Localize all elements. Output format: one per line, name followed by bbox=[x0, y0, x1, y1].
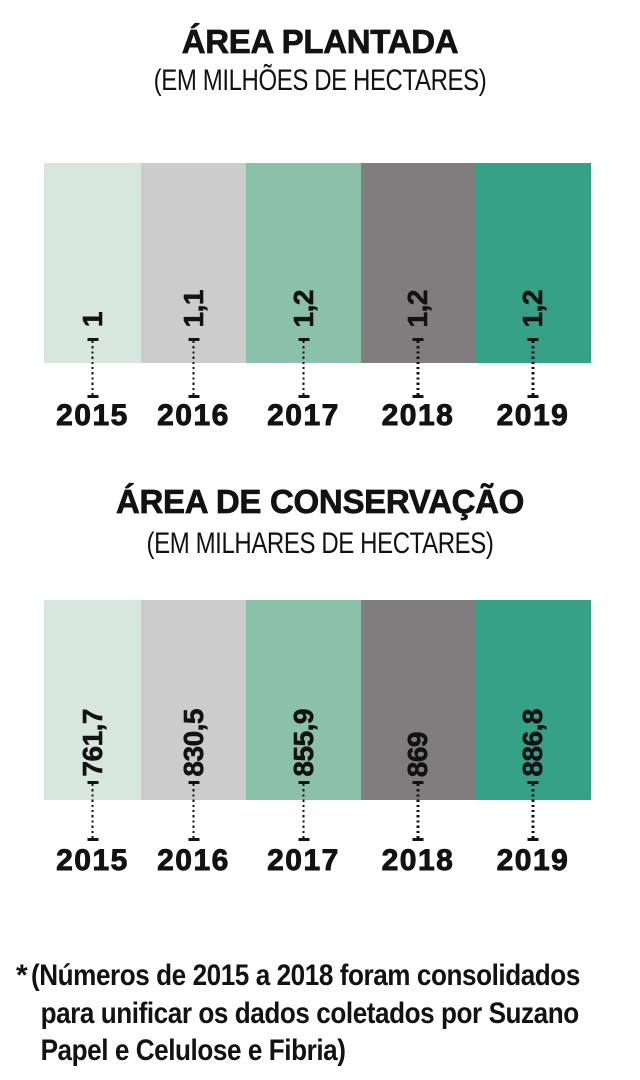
dotted-line bbox=[416, 784, 420, 838]
year-label: 2018 bbox=[381, 844, 455, 877]
year-label: 2016 bbox=[157, 399, 230, 432]
chart-subtitle: (EM MILHARES DE HECTARES) bbox=[146, 527, 494, 560]
bar-value-label: 1,2 bbox=[287, 289, 319, 327]
dotted-connector bbox=[188, 338, 199, 398]
chart-title: ÁREA DE CONSERVAÇÃO bbox=[115, 483, 525, 520]
dotted-connector bbox=[298, 781, 309, 841]
year-label: 2017 bbox=[267, 844, 340, 877]
year-label: 2016 bbox=[157, 844, 230, 877]
dotted-connector bbox=[188, 781, 199, 841]
bar-value-label: 886,8 bbox=[517, 709, 549, 777]
year-label: 2019 bbox=[496, 399, 570, 432]
dotted-connector bbox=[298, 338, 309, 398]
bar-band-2016: 830,5 bbox=[141, 600, 246, 841]
chart-title: ÁREA PLANTADA bbox=[181, 23, 459, 60]
dotted-line bbox=[416, 341, 420, 395]
footnote-text-line: (Números de 2015 a 2018 foram consolidad… bbox=[31, 959, 580, 992]
year-label: 2015 bbox=[56, 399, 129, 432]
bar-value-label: 761,7 bbox=[76, 709, 108, 777]
bar-value-label: 1,2 bbox=[517, 289, 549, 327]
footnote-text: (Números de 2015 a 2018 foram consolidad… bbox=[31, 957, 580, 1070]
asterisk-marker: * bbox=[16, 959, 28, 992]
footnote: * (Números de 2015 a 2018 foram consolid… bbox=[16, 957, 640, 1070]
bar-band-2016: 1,1 bbox=[141, 163, 246, 398]
dotted-connector bbox=[87, 781, 98, 841]
dotted-connector bbox=[412, 781, 424, 841]
bar-band-2019: 886,8 bbox=[475, 600, 591, 841]
bar-band-2017: 855,9 bbox=[246, 600, 361, 841]
year-label: 2017 bbox=[267, 399, 340, 432]
bar-band-2018: 1,2 bbox=[361, 163, 475, 398]
dotted-line bbox=[192, 784, 195, 838]
bar-band-2019: 1,2 bbox=[475, 163, 591, 398]
bar-value-label: 830,5 bbox=[177, 709, 209, 777]
bar-band-2015: 1 bbox=[44, 163, 141, 398]
chart-subtitle: (EM MILHÕES DE HECTARES) bbox=[153, 64, 487, 97]
bar-band-2017: 1,2 bbox=[246, 163, 361, 398]
year-axis: 2015 2016 2017 2018 2019 bbox=[44, 399, 591, 432]
dotted-connector bbox=[527, 338, 539, 398]
dotted-line bbox=[302, 784, 305, 838]
dotted-line bbox=[302, 341, 305, 395]
footnote-text-line: Papel e Celulose e Fibria) bbox=[40, 1034, 346, 1067]
bar-value-label: 1,2 bbox=[402, 289, 434, 327]
dotted-line bbox=[531, 341, 535, 395]
year-axis: 2015 2016 2017 2018 2019 bbox=[44, 844, 591, 877]
dotted-connector bbox=[412, 338, 424, 398]
dotted-connector bbox=[87, 338, 98, 398]
bar-band-row: 761,7 830,5 855,9 869 886,8 bbox=[44, 600, 591, 841]
dotted-line bbox=[91, 341, 94, 395]
dotted-line bbox=[531, 784, 535, 838]
bar-value-label: 869 bbox=[402, 731, 434, 777]
footnote-text-line: para unificar os dados coletados por Suz… bbox=[40, 996, 580, 1030]
bar-band-2015: 761,7 bbox=[44, 600, 141, 841]
bar-value-label: 1 bbox=[76, 311, 108, 328]
year-label: 2018 bbox=[381, 399, 455, 432]
dotted-line bbox=[91, 784, 94, 838]
dotted-connector bbox=[527, 781, 539, 841]
bar-band-row: 1 1,1 1,2 1,2 1,2 bbox=[44, 163, 591, 398]
dotted-line bbox=[192, 341, 195, 395]
year-label: 2015 bbox=[56, 844, 129, 877]
bar-band-2018: 869 bbox=[361, 600, 475, 841]
year-label: 2019 bbox=[496, 844, 570, 877]
bar-value-label: 1,1 bbox=[177, 289, 209, 327]
bar-value-label: 855,9 bbox=[287, 709, 319, 777]
